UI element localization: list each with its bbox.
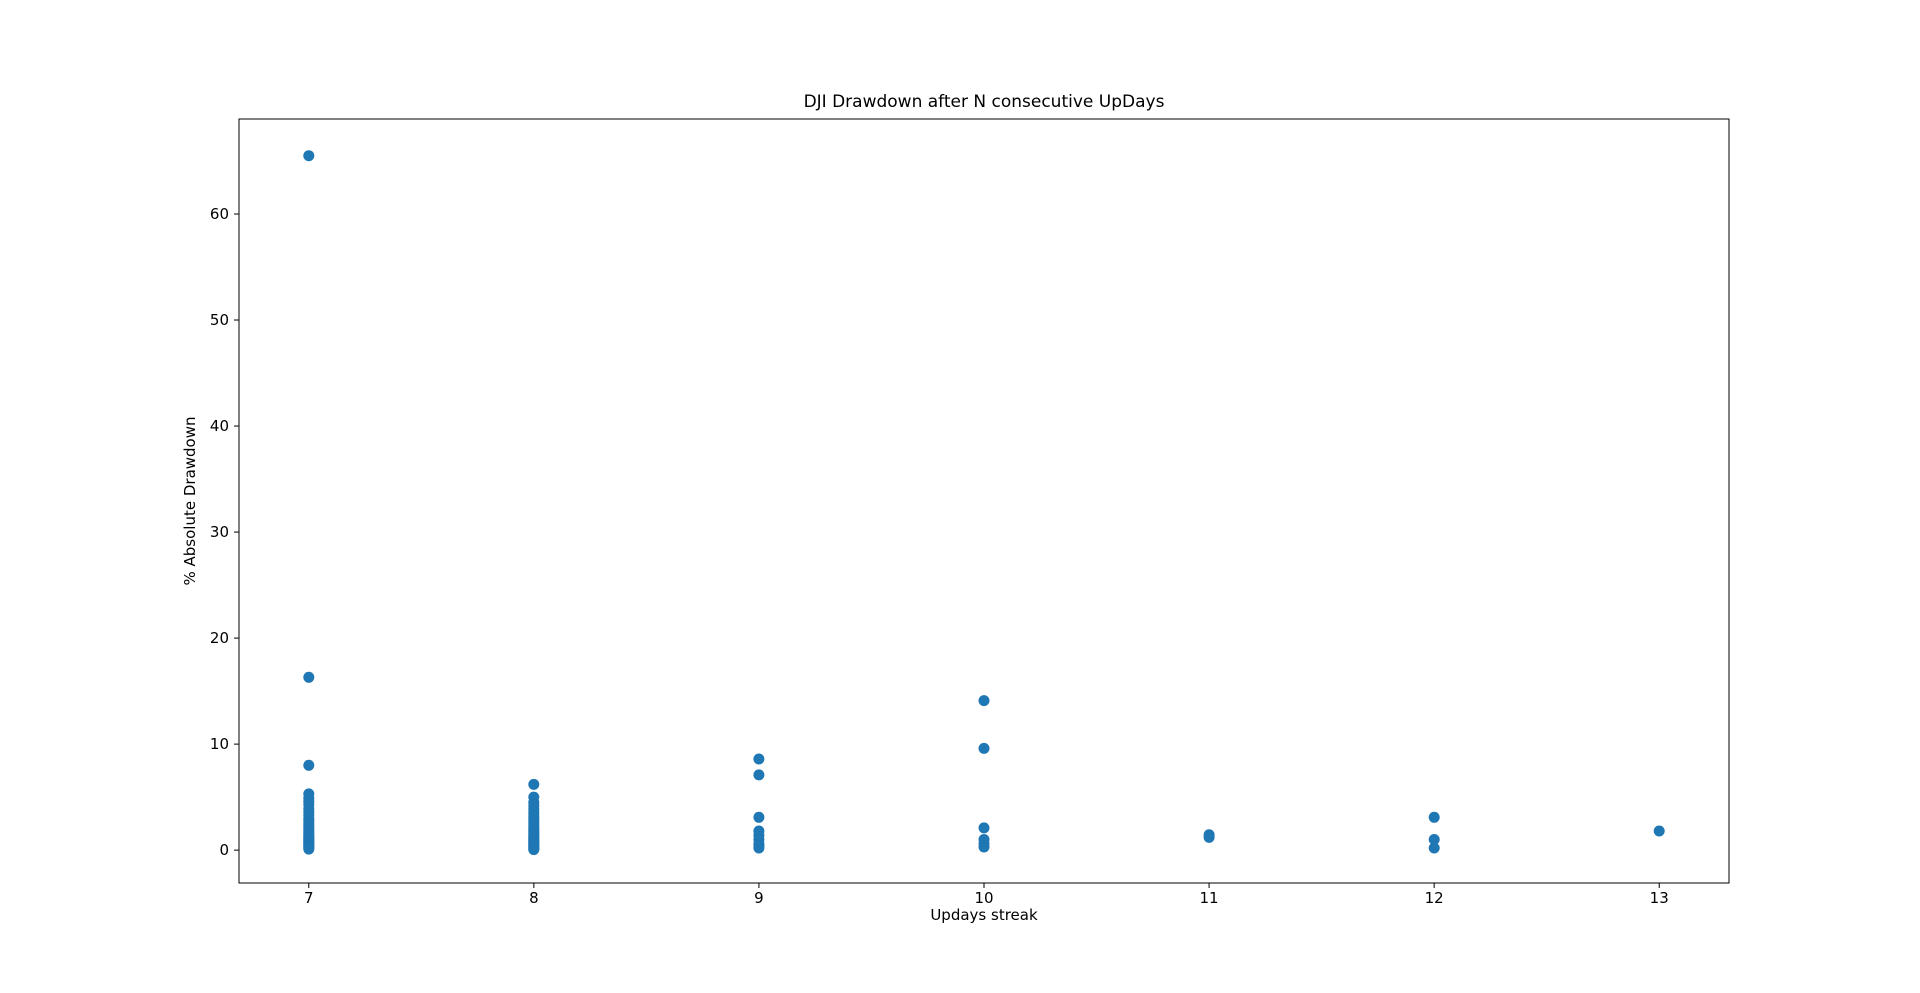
data-point [303, 150, 315, 162]
chart-title: DJI Drawdown after N consecutive UpDays [803, 92, 1165, 112]
x-tick-label: 7 [304, 889, 314, 907]
data-point [978, 742, 990, 754]
x-axis-label: Updays streak [930, 906, 1038, 924]
x-tick-label: 11 [1200, 889, 1219, 907]
y-tick-label: 40 [210, 417, 229, 435]
y-tick-label: 20 [210, 629, 229, 647]
data-point [303, 843, 315, 855]
y-tick-label: 30 [210, 523, 229, 541]
data-point [753, 811, 765, 823]
data-point [1428, 842, 1440, 854]
data-point [978, 822, 990, 834]
data-point [753, 769, 765, 781]
data-point [528, 778, 540, 790]
data-point [303, 759, 315, 771]
data-point [1428, 811, 1440, 823]
x-tick-label: 12 [1425, 889, 1444, 907]
y-tick-label: 60 [210, 205, 229, 223]
y-axis-label: % Absolute Drawdown [181, 416, 199, 586]
data-point [528, 844, 540, 856]
data-point [753, 753, 765, 765]
data-point [1653, 825, 1665, 837]
x-tick-label: 10 [974, 889, 993, 907]
y-tick-label: 10 [210, 735, 229, 753]
y-tick-label: 0 [219, 841, 229, 859]
data-point [1428, 834, 1440, 845]
plot-area [238, 118, 1730, 884]
data-point [303, 671, 315, 683]
x-tick-label: 9 [754, 889, 764, 907]
y-tick-label: 50 [210, 311, 229, 329]
data-point [1203, 831, 1215, 843]
data-point [753, 842, 765, 854]
x-tick-label: 8 [529, 889, 539, 907]
data-point [978, 695, 990, 707]
data-point [978, 841, 990, 853]
x-tick-label: 13 [1650, 889, 1669, 907]
